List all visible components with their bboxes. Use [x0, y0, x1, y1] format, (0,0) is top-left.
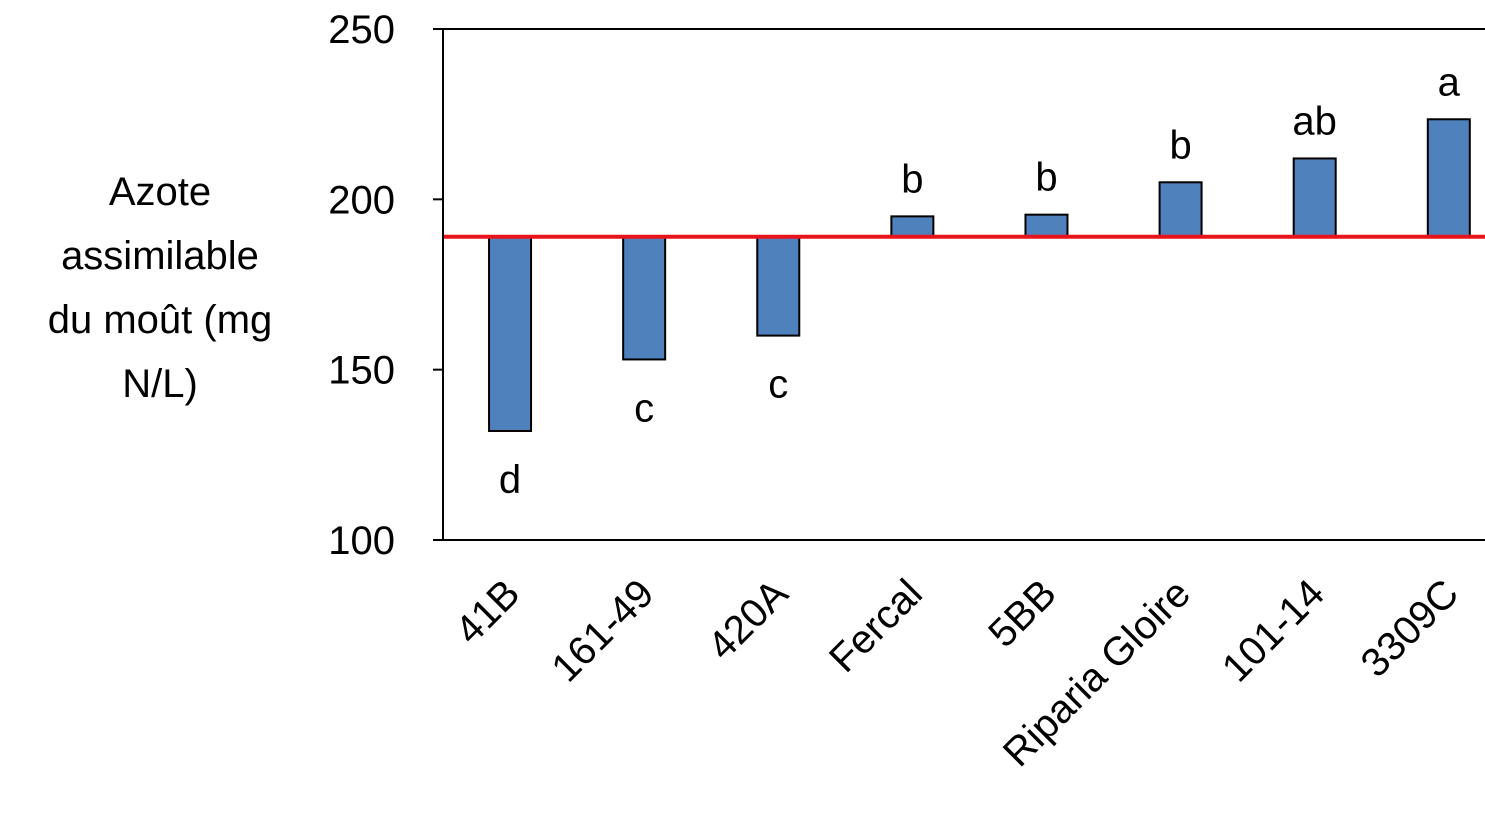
- y-axis-title-line-2: assimilable: [61, 234, 259, 278]
- bar-5bb: [1024, 213, 1069, 238]
- bar-3309c: [1426, 118, 1471, 238]
- significance-labels: d c c b b b ab a: [499, 60, 1461, 502]
- significance-label: b: [1169, 123, 1191, 167]
- x-category-label: Fercal: [821, 571, 931, 681]
- x-category-label: 420A: [699, 571, 796, 668]
- y-axis-title-line-4: N/L): [122, 362, 198, 406]
- y-axis-title-line-1: Azote: [109, 170, 211, 214]
- significance-label: b: [1035, 156, 1057, 200]
- x-category-label: 41B: [447, 571, 528, 652]
- x-category-label: 3309C: [1353, 571, 1467, 685]
- significance-label: ab: [1292, 99, 1337, 143]
- y-axis-ticks: 100 150 200 250: [328, 8, 443, 563]
- bar-riparia-gloire: [1158, 181, 1203, 238]
- axes: [442, 28, 1485, 541]
- y-tick-label: 100: [328, 519, 395, 563]
- bar-161-49: [622, 235, 667, 361]
- bar-fercal: [890, 215, 935, 238]
- significance-label: d: [499, 458, 521, 502]
- y-axis-title: Azote assimilable du moût (mg N/L): [48, 170, 273, 406]
- significance-label: c: [634, 386, 654, 430]
- y-axis-title-line-3: du moût (mg: [48, 298, 273, 342]
- x-category-label: 161-49: [543, 571, 662, 690]
- y-tick-label: 150: [328, 349, 395, 393]
- x-category-label: 5BB: [980, 571, 1065, 656]
- y-tick-label: 250: [328, 8, 395, 52]
- x-category-label: 101-14: [1214, 571, 1333, 690]
- significance-label: c: [768, 363, 788, 407]
- bar-series: [488, 118, 1471, 432]
- y-tick-label: 200: [328, 178, 395, 222]
- significance-label: a: [1438, 60, 1461, 104]
- significance-label: b: [901, 157, 923, 201]
- bar-101-14: [1292, 157, 1337, 238]
- bar-420a: [756, 235, 801, 337]
- bar-41b: [488, 235, 533, 432]
